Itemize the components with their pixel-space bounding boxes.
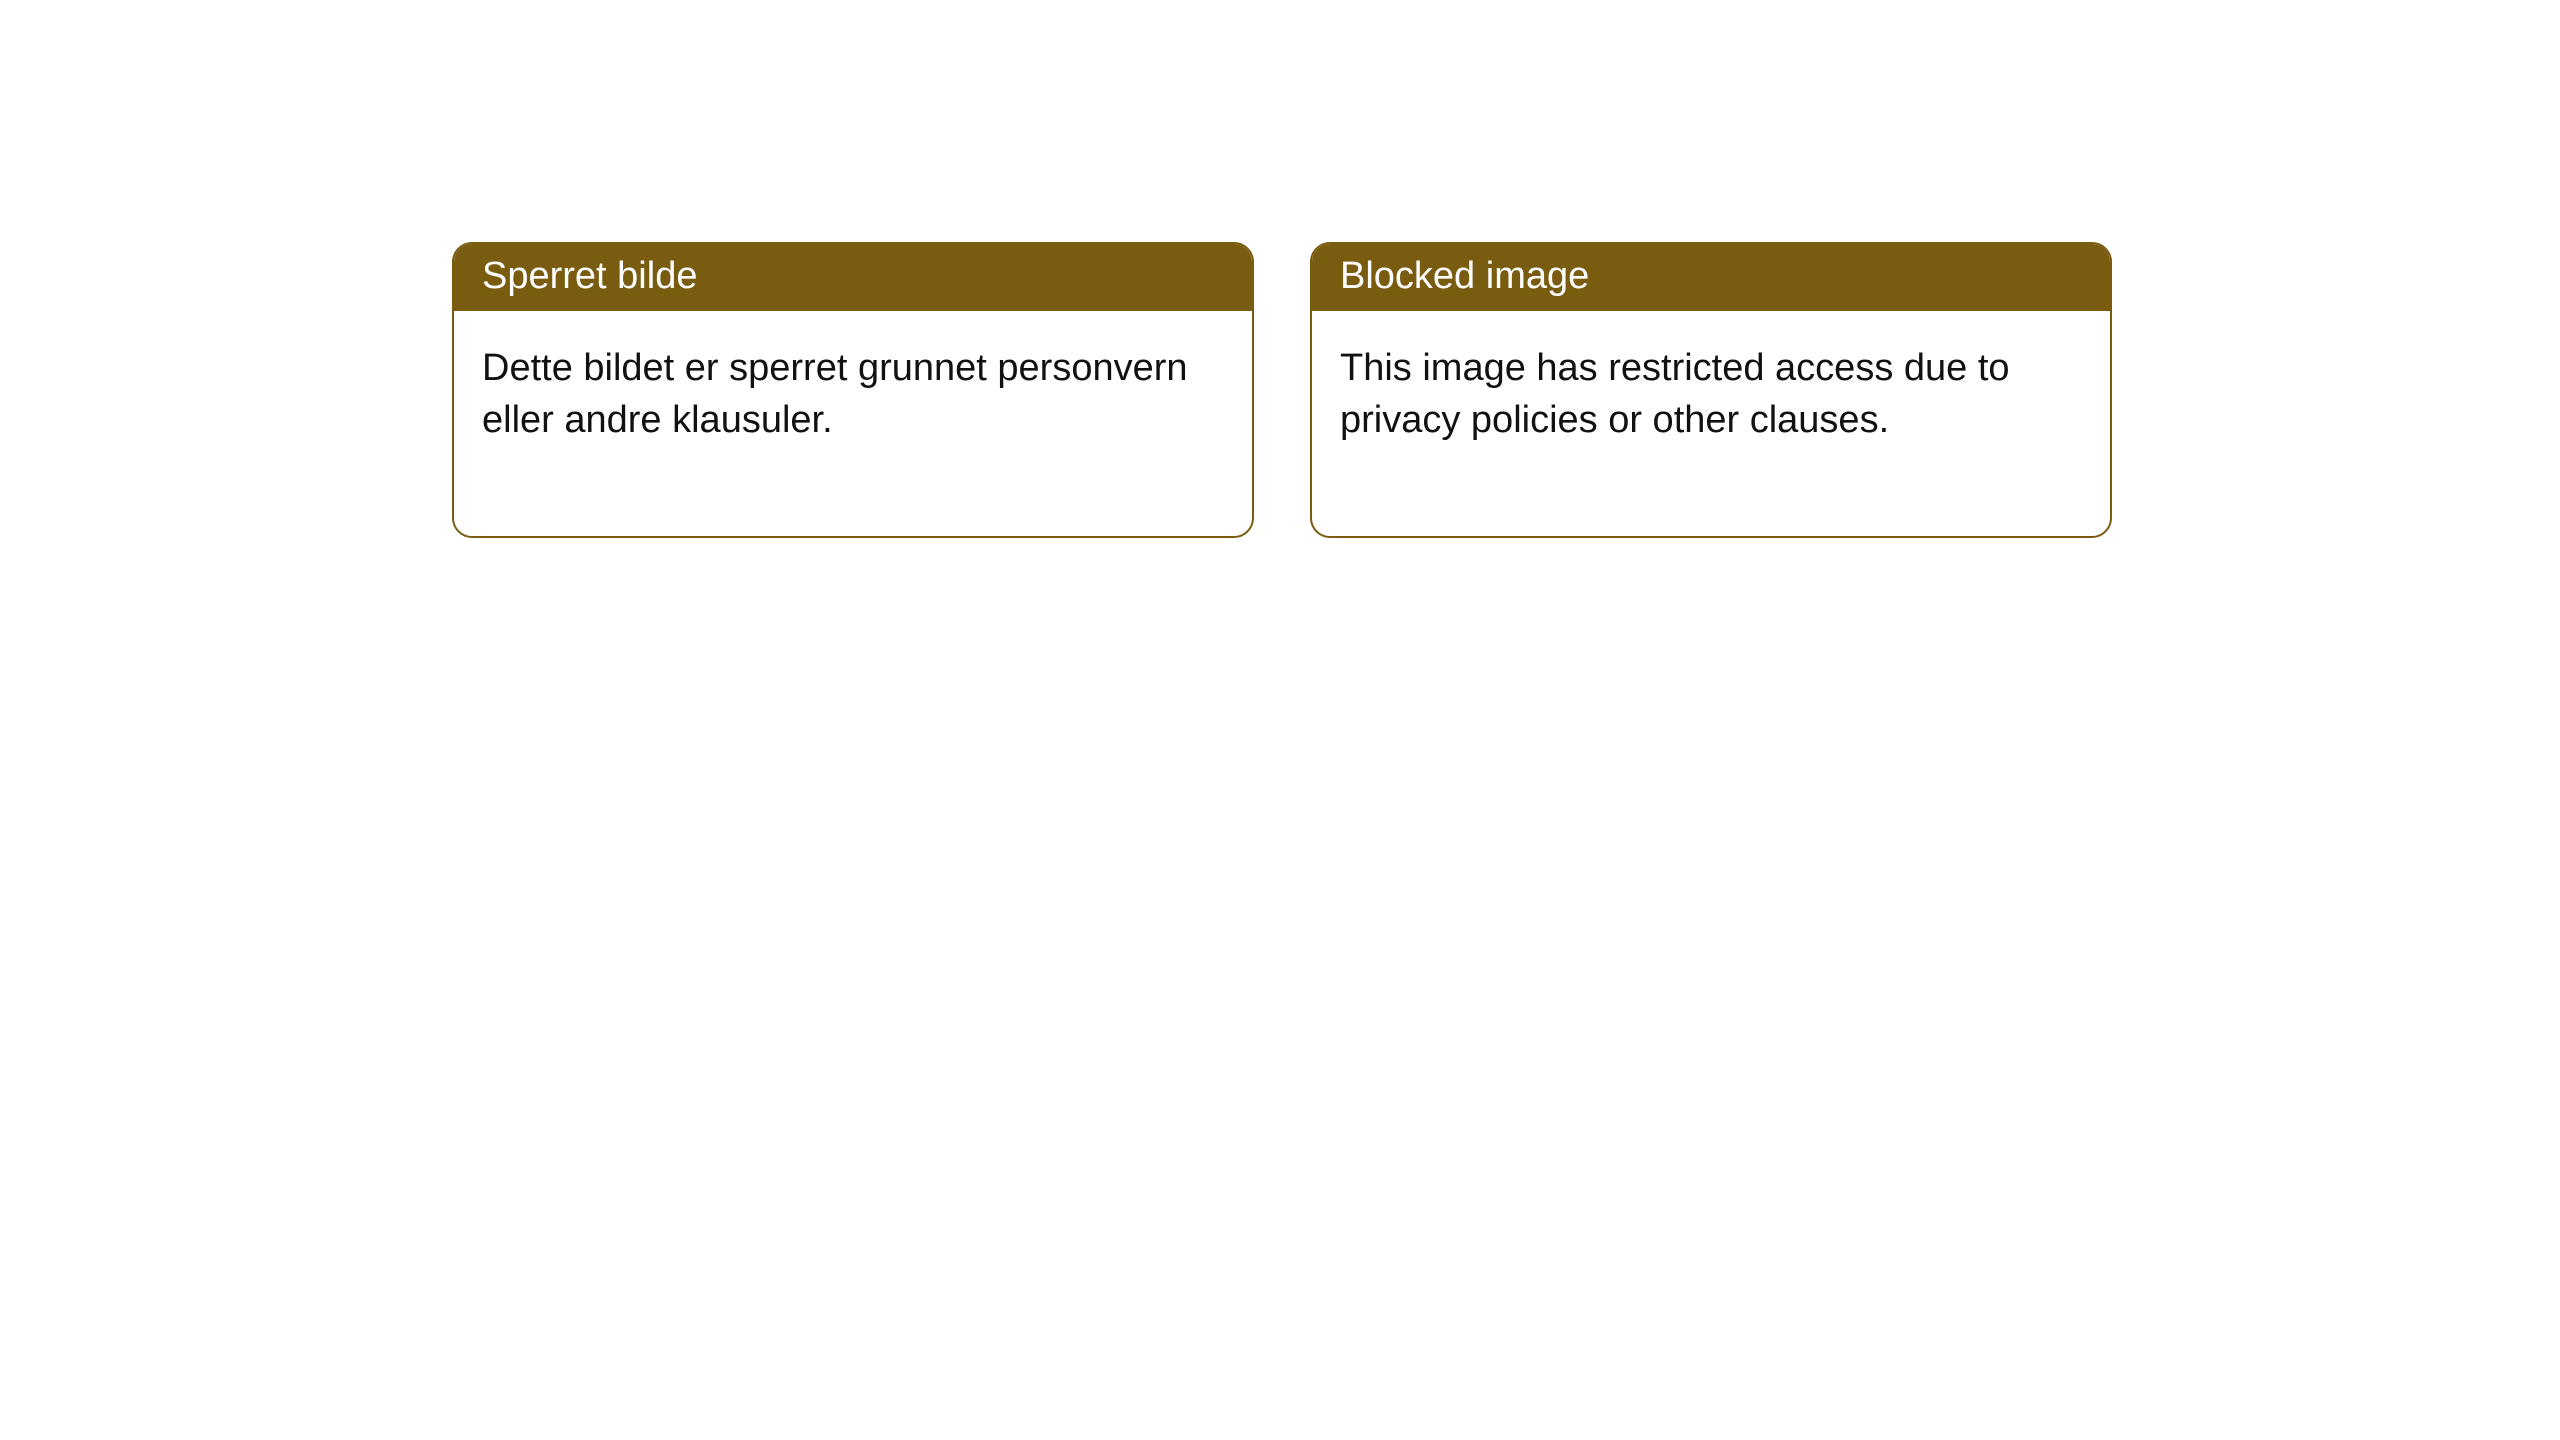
notice-header: Blocked image xyxy=(1312,244,2110,311)
notice-body: Dette bildet er sperret grunnet personve… xyxy=(454,311,1252,536)
notice-body: This image has restricted access due to … xyxy=(1312,311,2110,536)
notice-header: Sperret bilde xyxy=(454,244,1252,311)
notice-container: Sperret bilde Dette bildet er sperret gr… xyxy=(0,0,2560,538)
notice-card-english: Blocked image This image has restricted … xyxy=(1310,242,2112,538)
notice-card-norwegian: Sperret bilde Dette bildet er sperret gr… xyxy=(452,242,1254,538)
